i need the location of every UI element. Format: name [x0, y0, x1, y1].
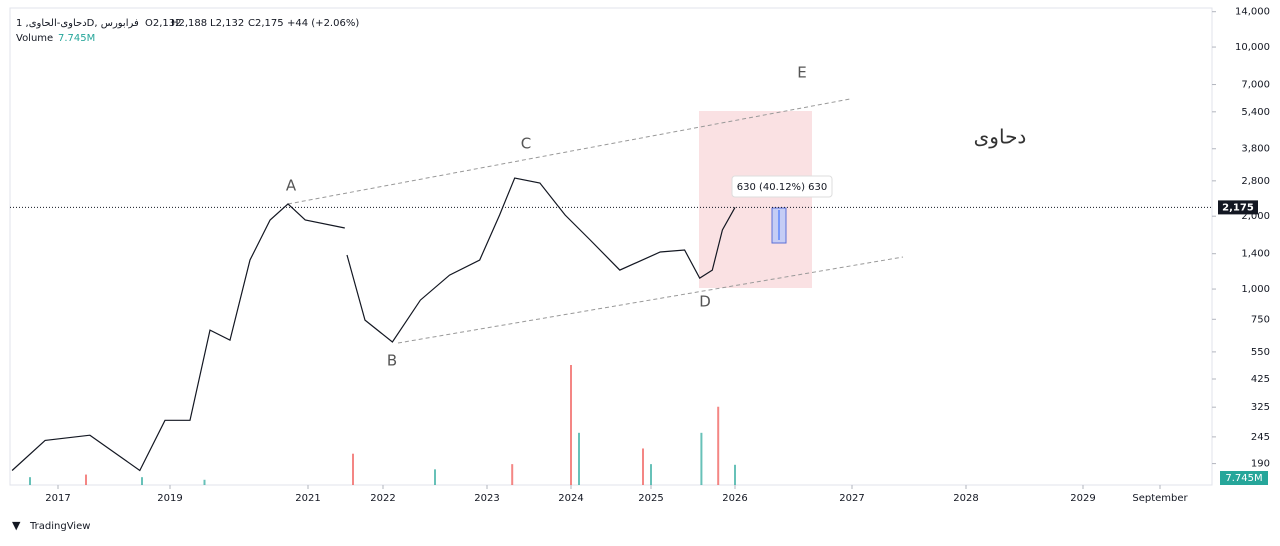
y-tick-label: 10,000	[1235, 42, 1270, 53]
y-tick-label: 750	[1251, 314, 1270, 325]
y-tick-label: 425	[1251, 374, 1270, 385]
x-tick-label: 2023	[474, 493, 499, 504]
y-tick-label: 550	[1251, 347, 1270, 358]
x-tick-label: 2025	[638, 493, 663, 504]
measure-label-box	[731, 175, 833, 198]
y-tick-label: 2,000	[1241, 211, 1270, 222]
x-tick-label: 2021	[295, 493, 320, 504]
ohlc: +44 (+2.06%)	[287, 18, 359, 29]
volume-bar	[29, 477, 31, 485]
x-tick-label: 2028	[953, 493, 978, 504]
volume-bar	[700, 432, 703, 485]
y-tick-label: 5,400	[1241, 107, 1270, 118]
volume-bar	[642, 448, 644, 485]
volume-bar	[203, 479, 206, 485]
volume-bar	[717, 406, 720, 485]
volume-bar	[734, 464, 736, 485]
volume-bar	[352, 453, 354, 485]
y-tick-label: 14,000	[1235, 7, 1270, 18]
projection-box	[699, 111, 812, 288]
measure-label: 630 (40.12%) 630	[737, 182, 827, 193]
last-price-tag	[1218, 200, 1258, 215]
wave-label: C	[521, 135, 531, 153]
watermark: دحاوی	[974, 125, 1027, 149]
y-tick-label: 190	[1251, 459, 1270, 470]
trend-line	[287, 98, 851, 205]
price-line	[11, 177, 736, 472]
y-tick-label: 7,000	[1241, 80, 1270, 91]
x-tick-label: 2029	[1070, 493, 1095, 504]
x-tick-label: 2019	[157, 493, 182, 504]
footer: TradingView	[29, 521, 90, 532]
volume-bar	[434, 469, 436, 485]
trend-line	[397, 256, 904, 344]
y-tick-label: 325	[1251, 402, 1270, 413]
volume-tag-label: 7.745M	[1225, 473, 1262, 484]
wave-label: B	[387, 352, 397, 370]
ohlc: H2,188	[171, 18, 207, 29]
volume-title: Volume	[16, 33, 53, 44]
last-price-label: 2,175	[1222, 202, 1254, 213]
wave-label: D	[699, 293, 711, 311]
volume-value: 7.745M	[58, 33, 95, 44]
ohlc: O2,132	[145, 18, 182, 29]
y-tick-label: 1,000	[1241, 284, 1270, 295]
volume-bar	[570, 365, 572, 485]
logo: ▼	[12, 519, 21, 532]
volume-bar	[578, 432, 580, 485]
x-tick-label: September	[1132, 493, 1188, 504]
y-tick-label: 1,400	[1241, 249, 1270, 260]
symbol: دحاوی-الحاوی, 1D, فرابورس	[16, 18, 139, 29]
volume-bar	[141, 477, 143, 485]
x-tick-label: 2024	[558, 493, 583, 504]
x-tick-label: 2026	[722, 493, 747, 504]
volume-tag	[1220, 471, 1268, 485]
ohlc: L2,132	[210, 18, 244, 29]
ohlc: C2,175	[248, 18, 284, 29]
y-tick-label: 2,800	[1241, 176, 1270, 187]
y-tick-label: 245	[1251, 432, 1270, 443]
volume-bar	[511, 464, 514, 485]
y-tick-label: 3,800	[1241, 144, 1270, 155]
x-tick-label: 2022	[370, 493, 395, 504]
wave-label: A	[286, 177, 297, 195]
wave-label: E	[797, 64, 806, 82]
x-tick-label: 2027	[839, 493, 864, 504]
volume-bar	[85, 474, 87, 485]
x-tick-label: 2017	[45, 493, 70, 504]
volume-bar	[650, 464, 652, 485]
